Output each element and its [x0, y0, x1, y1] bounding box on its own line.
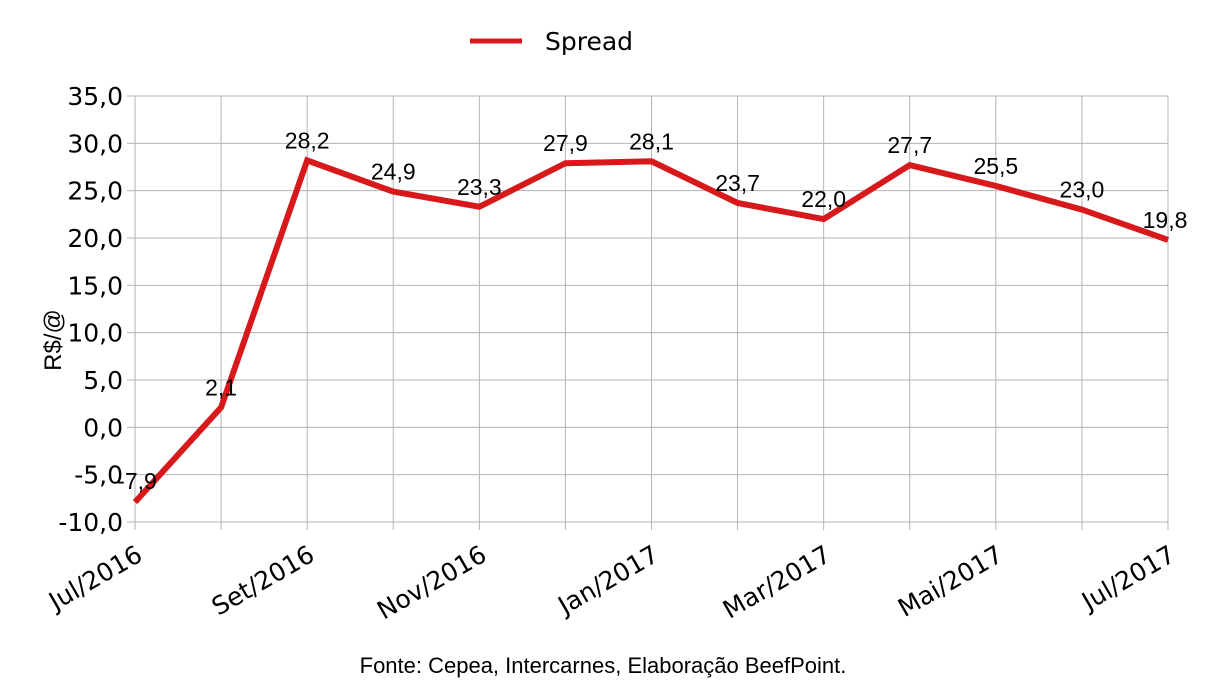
x-tick-label: Mai/2017	[893, 540, 1008, 623]
data-label: -7,9	[117, 468, 157, 494]
y-tick-labels: -10,0 -5,0 0,0 5,0 10,0 15,0 20,0 25,0 30,0 35,0	[58, 82, 123, 537]
grid-lines	[134, 95, 1169, 523]
y-tick-label: 10,0	[67, 319, 123, 348]
y-axis-title: R$/@	[40, 309, 67, 371]
data-labels: -7,9 2,1 28,2 24,9 23,3 27,9 28,1 23,7 22,0 27,7 2…	[117, 127, 1187, 494]
legend: Spread	[470, 27, 633, 56]
x-tick-label: Nov/2016	[372, 540, 491, 626]
series-layer	[132, 156, 1169, 505]
y-tick-label: 20,0	[67, 224, 123, 253]
x-tick-label: Jan/2017	[551, 540, 663, 621]
x-tick-labels: Jul/2016 Set/2016 Nov/2016 Jan/2017 Mar/2017…	[42, 540, 1180, 626]
data-label: 28,2	[285, 127, 330, 153]
y-tick-label: 0,0	[83, 413, 123, 442]
data-label: 19,8	[1143, 207, 1188, 233]
axes	[127, 95, 1169, 530]
data-label: 22,0	[801, 186, 846, 212]
x-tick-label: Set/2016	[207, 540, 319, 622]
y-tick-label: 35,0	[67, 82, 123, 111]
data-label: 27,7	[887, 132, 932, 158]
data-label: 2,1	[205, 374, 237, 400]
data-label: 25,5	[973, 153, 1018, 179]
data-label: 24,9	[371, 159, 416, 185]
y-tick-label: 25,0	[67, 177, 123, 206]
data-label: 28,1	[629, 128, 674, 154]
y-tick-label: -5,0	[74, 461, 123, 490]
y-tick-label: 15,0	[67, 271, 123, 300]
data-label: 23,3	[457, 174, 502, 200]
y-tick-label: 30,0	[67, 129, 123, 158]
y-tick-label: 5,0	[83, 366, 123, 395]
data-label: 23,0	[1060, 177, 1105, 203]
data-label: 27,9	[543, 130, 588, 156]
x-tick-label: Jul/2016	[42, 540, 147, 617]
x-tick-label: Jul/2017	[1075, 540, 1180, 617]
y-tick-label: -10,0	[58, 508, 123, 537]
source-note: Fonte: Cepea, Intercarnes, Elaboração Be…	[360, 653, 847, 678]
x-tick-label: Mar/2017	[718, 540, 836, 625]
data-label: 23,7	[715, 170, 760, 196]
legend-label-spread: Spread	[545, 27, 633, 56]
